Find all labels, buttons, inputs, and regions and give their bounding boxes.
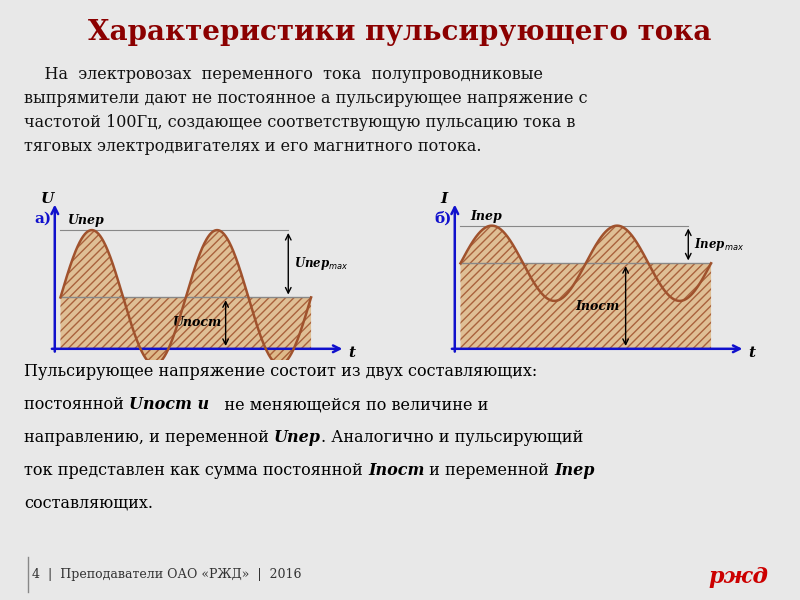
Text: не меняющейся по величине и: не меняющейся по величине и	[209, 396, 489, 413]
Text: 4  |  Преподаватели ОАО «РЖД»  |  2016: 4 | Преподаватели ОАО «РЖД» | 2016	[32, 568, 302, 581]
Text: Характеристики пульсирующего тока: Характеристики пульсирующего тока	[88, 19, 712, 46]
Text: направлению, и переменной: направлению, и переменной	[24, 429, 274, 446]
Text: Iпост: Iпост	[575, 301, 619, 313]
Text: Uпер: Uпер	[68, 214, 105, 227]
Text: . Аналогично и пульсирующий: . Аналогично и пульсирующий	[321, 429, 583, 446]
Text: Iпер$_{max}$: Iпер$_{max}$	[694, 236, 744, 253]
Text: t: t	[748, 346, 755, 360]
Text: а): а)	[35, 212, 52, 226]
Text: На  электровозах  переменного  тока  полупроводниковые
выпрямители дают не посто: На электровозах переменного тока полупро…	[24, 66, 588, 155]
Text: Uпост и: Uпост и	[129, 396, 209, 413]
Text: и переменной: и переменной	[424, 461, 554, 479]
Text: I: I	[441, 192, 448, 206]
Text: составляющих.: составляющих.	[24, 494, 153, 511]
Text: Iпост: Iпост	[368, 461, 424, 479]
Text: Iпер: Iпер	[554, 461, 594, 479]
Text: U: U	[41, 192, 54, 206]
Text: б): б)	[435, 212, 452, 226]
Text: t: t	[348, 346, 355, 360]
Text: Uпер$_{max}$: Uпер$_{max}$	[294, 255, 349, 272]
Text: постоянной: постоянной	[24, 396, 129, 413]
Text: ржд: ржд	[708, 566, 768, 588]
Text: Uпер: Uпер	[274, 429, 321, 446]
Text: Пульсирующее напряжение состоит из двух составляющих:: Пульсирующее напряжение состоит из двух …	[24, 364, 538, 380]
Text: Iпер: Iпер	[470, 210, 502, 223]
Text: ток представлен как сумма постоянной: ток представлен как сумма постоянной	[24, 461, 368, 479]
Text: Uпост: Uпост	[173, 316, 222, 329]
